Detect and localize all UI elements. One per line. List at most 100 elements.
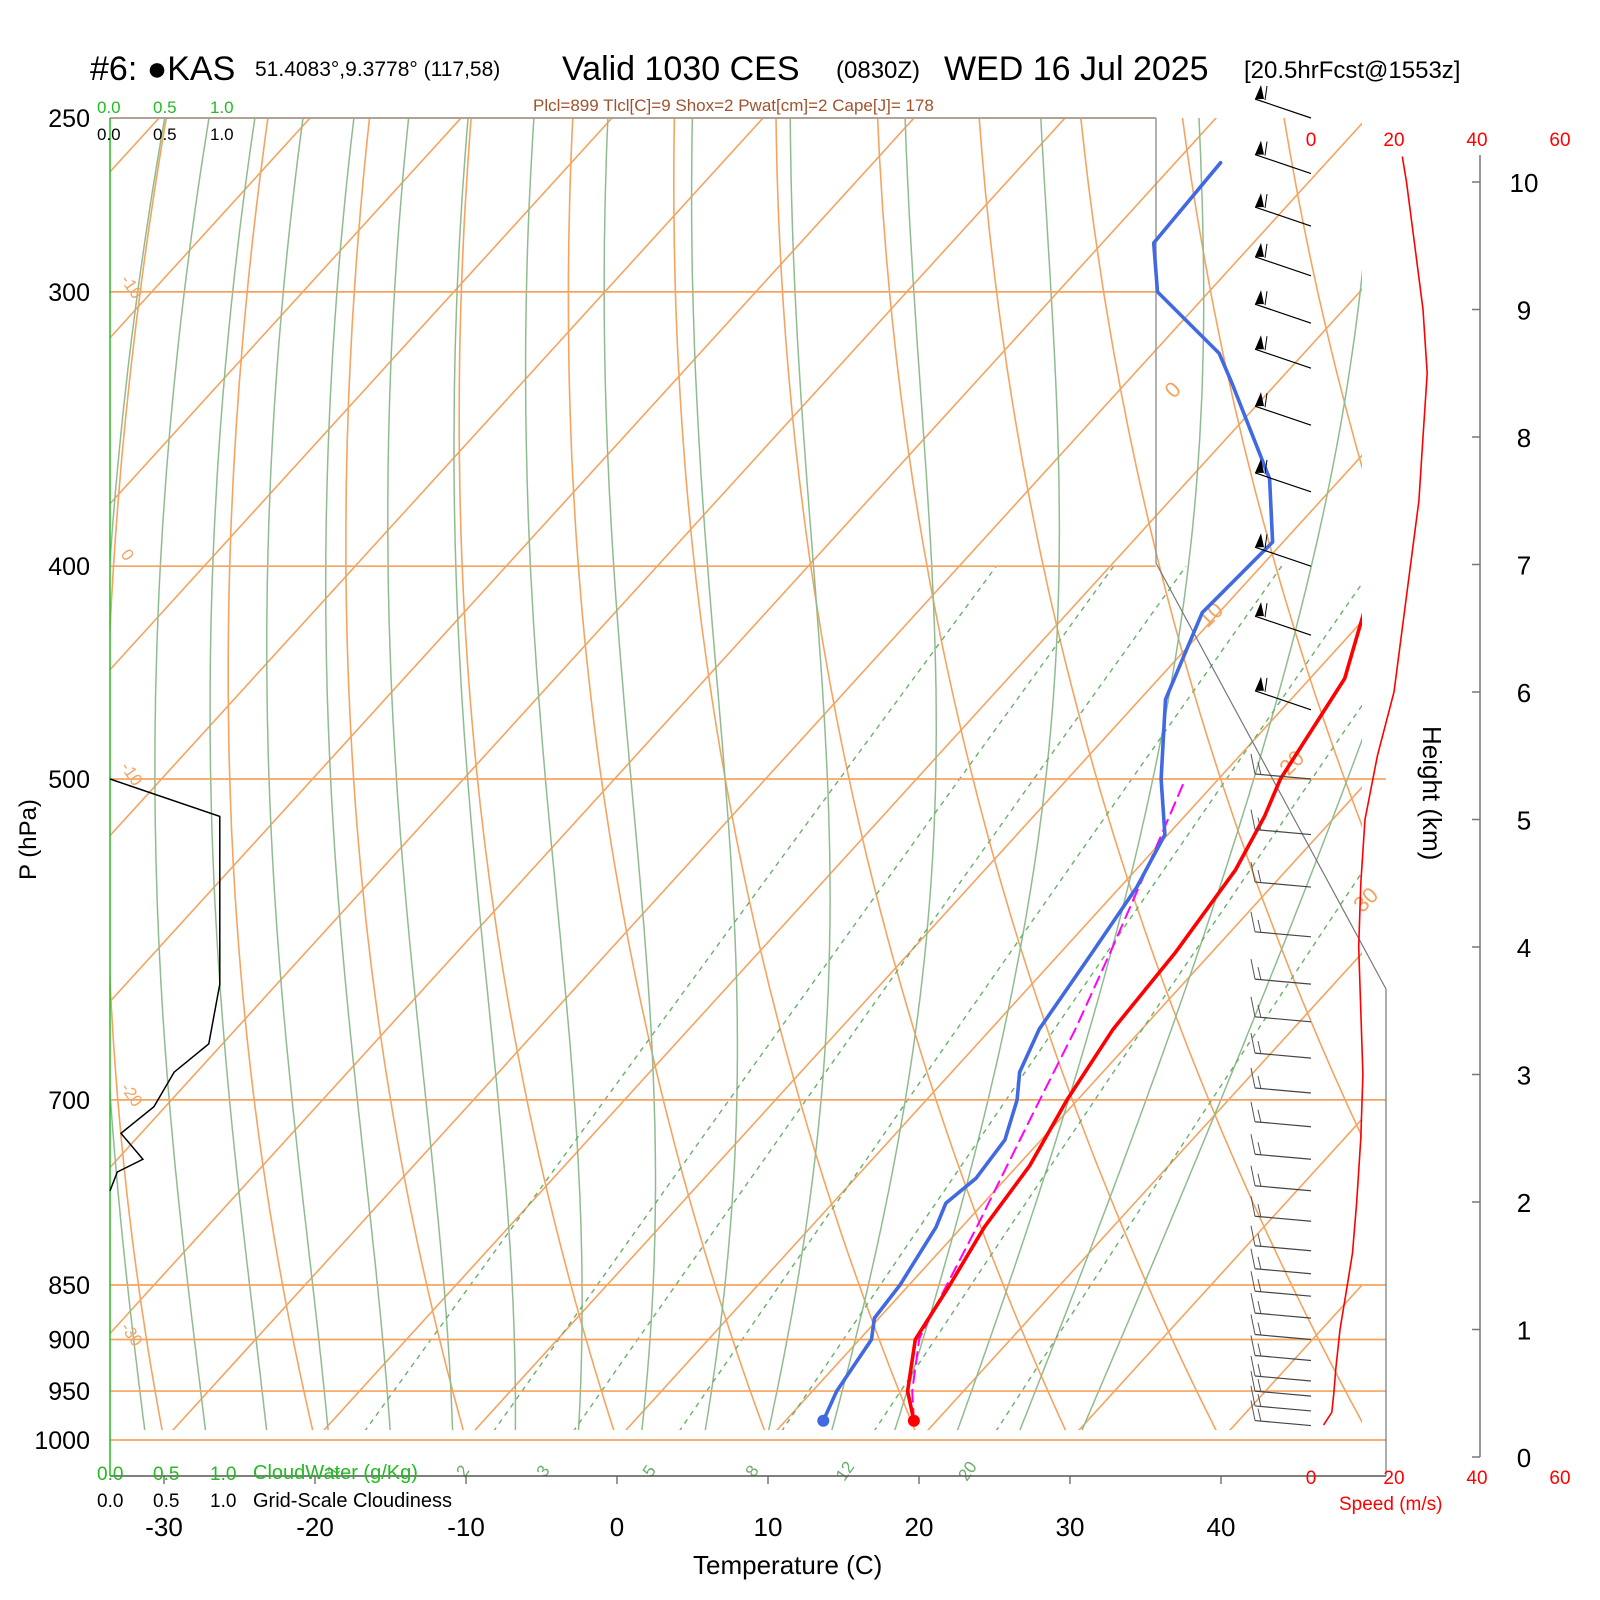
wind-barb-flag xyxy=(1257,1393,1262,1408)
wind-barb-staff xyxy=(1254,1153,1312,1160)
wind-barb xyxy=(1250,1134,1312,1160)
wind-barb-staff xyxy=(1254,1052,1312,1059)
mixing-ratio-line xyxy=(493,565,1115,1430)
temperature-tick-label: 10 xyxy=(754,1512,783,1542)
wind-barb-flag xyxy=(1250,1248,1256,1269)
dry-adiabat-line xyxy=(1479,79,1600,1486)
valid-time: Valid 1030 CES xyxy=(562,50,800,88)
wind-barb-flag xyxy=(1257,1363,1262,1378)
wind-barb xyxy=(1250,1165,1312,1192)
isotherm-line xyxy=(1229,1283,1362,1430)
isotherm-line xyxy=(1481,79,1600,1486)
height-tick-label: 1 xyxy=(1517,1316,1531,1346)
height-tick-label: 4 xyxy=(1517,933,1531,963)
pressure-tick-label: 1000 xyxy=(34,1427,90,1455)
wind-barb-flag xyxy=(1250,753,1256,775)
height-axis: 0 1 2 3 4 5 6 7 8 9 10 xyxy=(1472,155,1538,1473)
wind-barb-staff xyxy=(1254,546,1312,567)
wind-barb-flag xyxy=(1250,1067,1256,1089)
wind-barb xyxy=(1254,392,1312,426)
temperature-tick-label: 40 xyxy=(1207,1512,1236,1542)
speed-tick-label: 40 xyxy=(1466,1468,1487,1489)
height-tick-label: 2 xyxy=(1517,1188,1531,1218)
wind-barb-staff xyxy=(1254,405,1312,426)
wind-barb xyxy=(1250,1385,1312,1412)
isotherm-label: -30 xyxy=(117,1319,147,1350)
isotherm-line xyxy=(172,122,1362,1430)
mixing-ratio-label: 20 xyxy=(954,1458,980,1484)
wind-barb-flag xyxy=(1257,1173,1262,1187)
wind-barb-staff xyxy=(1254,1016,1312,1023)
wind-barb-staff xyxy=(1254,1268,1312,1275)
wind-barb-staff xyxy=(1254,978,1312,985)
wind-barb-staff xyxy=(1254,1419,1312,1427)
temperature-axis-title: Temperature (C) xyxy=(693,1550,882,1580)
wind-barb-staff xyxy=(1254,931,1312,938)
height-tick-label: 8 xyxy=(1517,423,1531,453)
pressure-axis-title: P (hPa) xyxy=(15,799,42,880)
cloudiness-tick-05: 0.5 xyxy=(153,1491,179,1512)
wind-barb xyxy=(1254,242,1312,277)
wind-barb xyxy=(1250,1271,1312,1297)
wind-barb-staff xyxy=(1254,303,1312,324)
wind-barb-staff xyxy=(1254,1390,1312,1397)
isotherm-line xyxy=(110,118,463,505)
temperature-tick-label: -30 xyxy=(145,1512,183,1542)
wind-barb xyxy=(1250,753,1312,780)
wind-barb xyxy=(1250,1248,1312,1275)
height-tick-label: 6 xyxy=(1517,678,1531,708)
moist-adiabat-line xyxy=(603,118,657,1430)
cloudiness-scale-top: 0.0 0.5 1.0 xyxy=(97,125,234,144)
surface-temperature-dot xyxy=(907,1414,920,1427)
wind-barb-flag xyxy=(1257,869,1262,884)
wind-barb xyxy=(1254,458,1312,493)
wind-barb-flag xyxy=(1257,1142,1262,1156)
wind-barb-staff xyxy=(1254,1215,1312,1222)
wind-barb xyxy=(1250,1370,1312,1397)
dry-adiabat-line xyxy=(1079,118,1362,1139)
wind-barb-staff xyxy=(1254,206,1312,227)
isotherm-line xyxy=(110,118,765,837)
wind-barb-flag xyxy=(1257,919,1262,933)
cloudiness-trace xyxy=(109,778,221,1192)
cloudwater-tick-0: 0.0 xyxy=(97,98,121,117)
wind-barb-flag xyxy=(1250,1385,1256,1407)
wind-barb-staff xyxy=(1254,98,1312,119)
wind-barb xyxy=(1250,1335,1312,1362)
wind-barb xyxy=(1254,335,1312,369)
wind-barb-staff xyxy=(1254,472,1312,493)
moist-adiabat-line xyxy=(690,118,739,1430)
wind-barb-flag xyxy=(1264,141,1268,156)
isotherm-label: 30 xyxy=(1348,882,1383,917)
wind-barb-staff xyxy=(1254,1290,1312,1297)
temperature-tick-label: 30 xyxy=(1056,1512,1085,1542)
wind-barb-staff xyxy=(1254,1185,1312,1192)
isotherm-label: -20 xyxy=(117,1079,147,1110)
isotherm-label: 0 xyxy=(1160,377,1186,403)
isotherm-line xyxy=(927,951,1362,1430)
dry-adiabat-lines xyxy=(110,79,1600,1486)
wind-barb-flag xyxy=(1250,1196,1256,1217)
wind-barb-pennant xyxy=(1255,602,1264,617)
wind-barb-flag xyxy=(1264,85,1268,101)
cloudwater-tick-05: 0.5 xyxy=(153,98,177,117)
wind-barb-flag xyxy=(1257,1256,1262,1270)
temperature-axis-ticks: -30 -20 -10 0 10 20 30 40 xyxy=(145,1476,1235,1542)
isotherm-line xyxy=(474,454,1362,1430)
cloudwater-scale-top: 0.0 0.5 1.0 xyxy=(97,98,234,117)
wind-barb-pennant xyxy=(1255,533,1264,548)
wind-barb xyxy=(1254,602,1312,636)
wind-barb xyxy=(1250,861,1312,888)
plot-frame xyxy=(109,117,1387,1477)
moist-adiabat-line xyxy=(110,118,166,1430)
wind-barb xyxy=(1254,193,1312,227)
mixing-ratio-label: 3 xyxy=(533,1462,554,1481)
moist-adiabat-lines xyxy=(110,118,1362,1430)
wind-barb-flag xyxy=(1264,194,1268,209)
wind-barb xyxy=(1250,1032,1312,1059)
mixing-ratio-line xyxy=(874,704,1362,1430)
moist-adiabat-line xyxy=(209,118,268,1430)
height-tick-label: 0 xyxy=(1517,1443,1531,1473)
